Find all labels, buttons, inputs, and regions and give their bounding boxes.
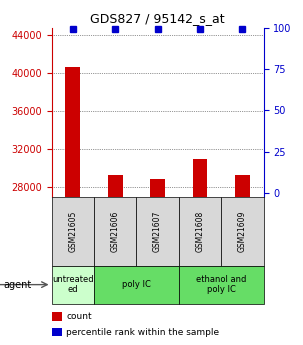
Bar bbox=[52, 197, 94, 266]
Text: untreated
ed: untreated ed bbox=[52, 275, 94, 294]
Bar bbox=[193, 159, 208, 197]
Bar bbox=[94, 197, 136, 266]
Bar bbox=[65, 67, 80, 197]
Text: count: count bbox=[66, 312, 92, 321]
Text: GSM21606: GSM21606 bbox=[111, 210, 120, 252]
Text: ethanol and
poly IC: ethanol and poly IC bbox=[196, 275, 246, 294]
Bar bbox=[52, 266, 94, 304]
Bar bbox=[94, 266, 179, 304]
Bar bbox=[221, 197, 264, 266]
Bar bbox=[108, 175, 123, 197]
Bar bbox=[235, 175, 250, 197]
Text: GSM21607: GSM21607 bbox=[153, 210, 162, 252]
Bar bbox=[150, 179, 165, 197]
Text: GSM21609: GSM21609 bbox=[238, 210, 247, 252]
Bar bbox=[52, 312, 62, 321]
Text: GSM21605: GSM21605 bbox=[68, 210, 77, 252]
Bar bbox=[179, 266, 264, 304]
Bar bbox=[136, 197, 179, 266]
Bar bbox=[52, 328, 62, 336]
Text: GSM21608: GSM21608 bbox=[195, 210, 205, 252]
Title: GDS827 / 95142_s_at: GDS827 / 95142_s_at bbox=[90, 12, 225, 25]
Text: percentile rank within the sample: percentile rank within the sample bbox=[66, 327, 219, 337]
Text: agent: agent bbox=[3, 280, 31, 289]
Text: poly IC: poly IC bbox=[122, 280, 151, 289]
Bar bbox=[179, 197, 221, 266]
